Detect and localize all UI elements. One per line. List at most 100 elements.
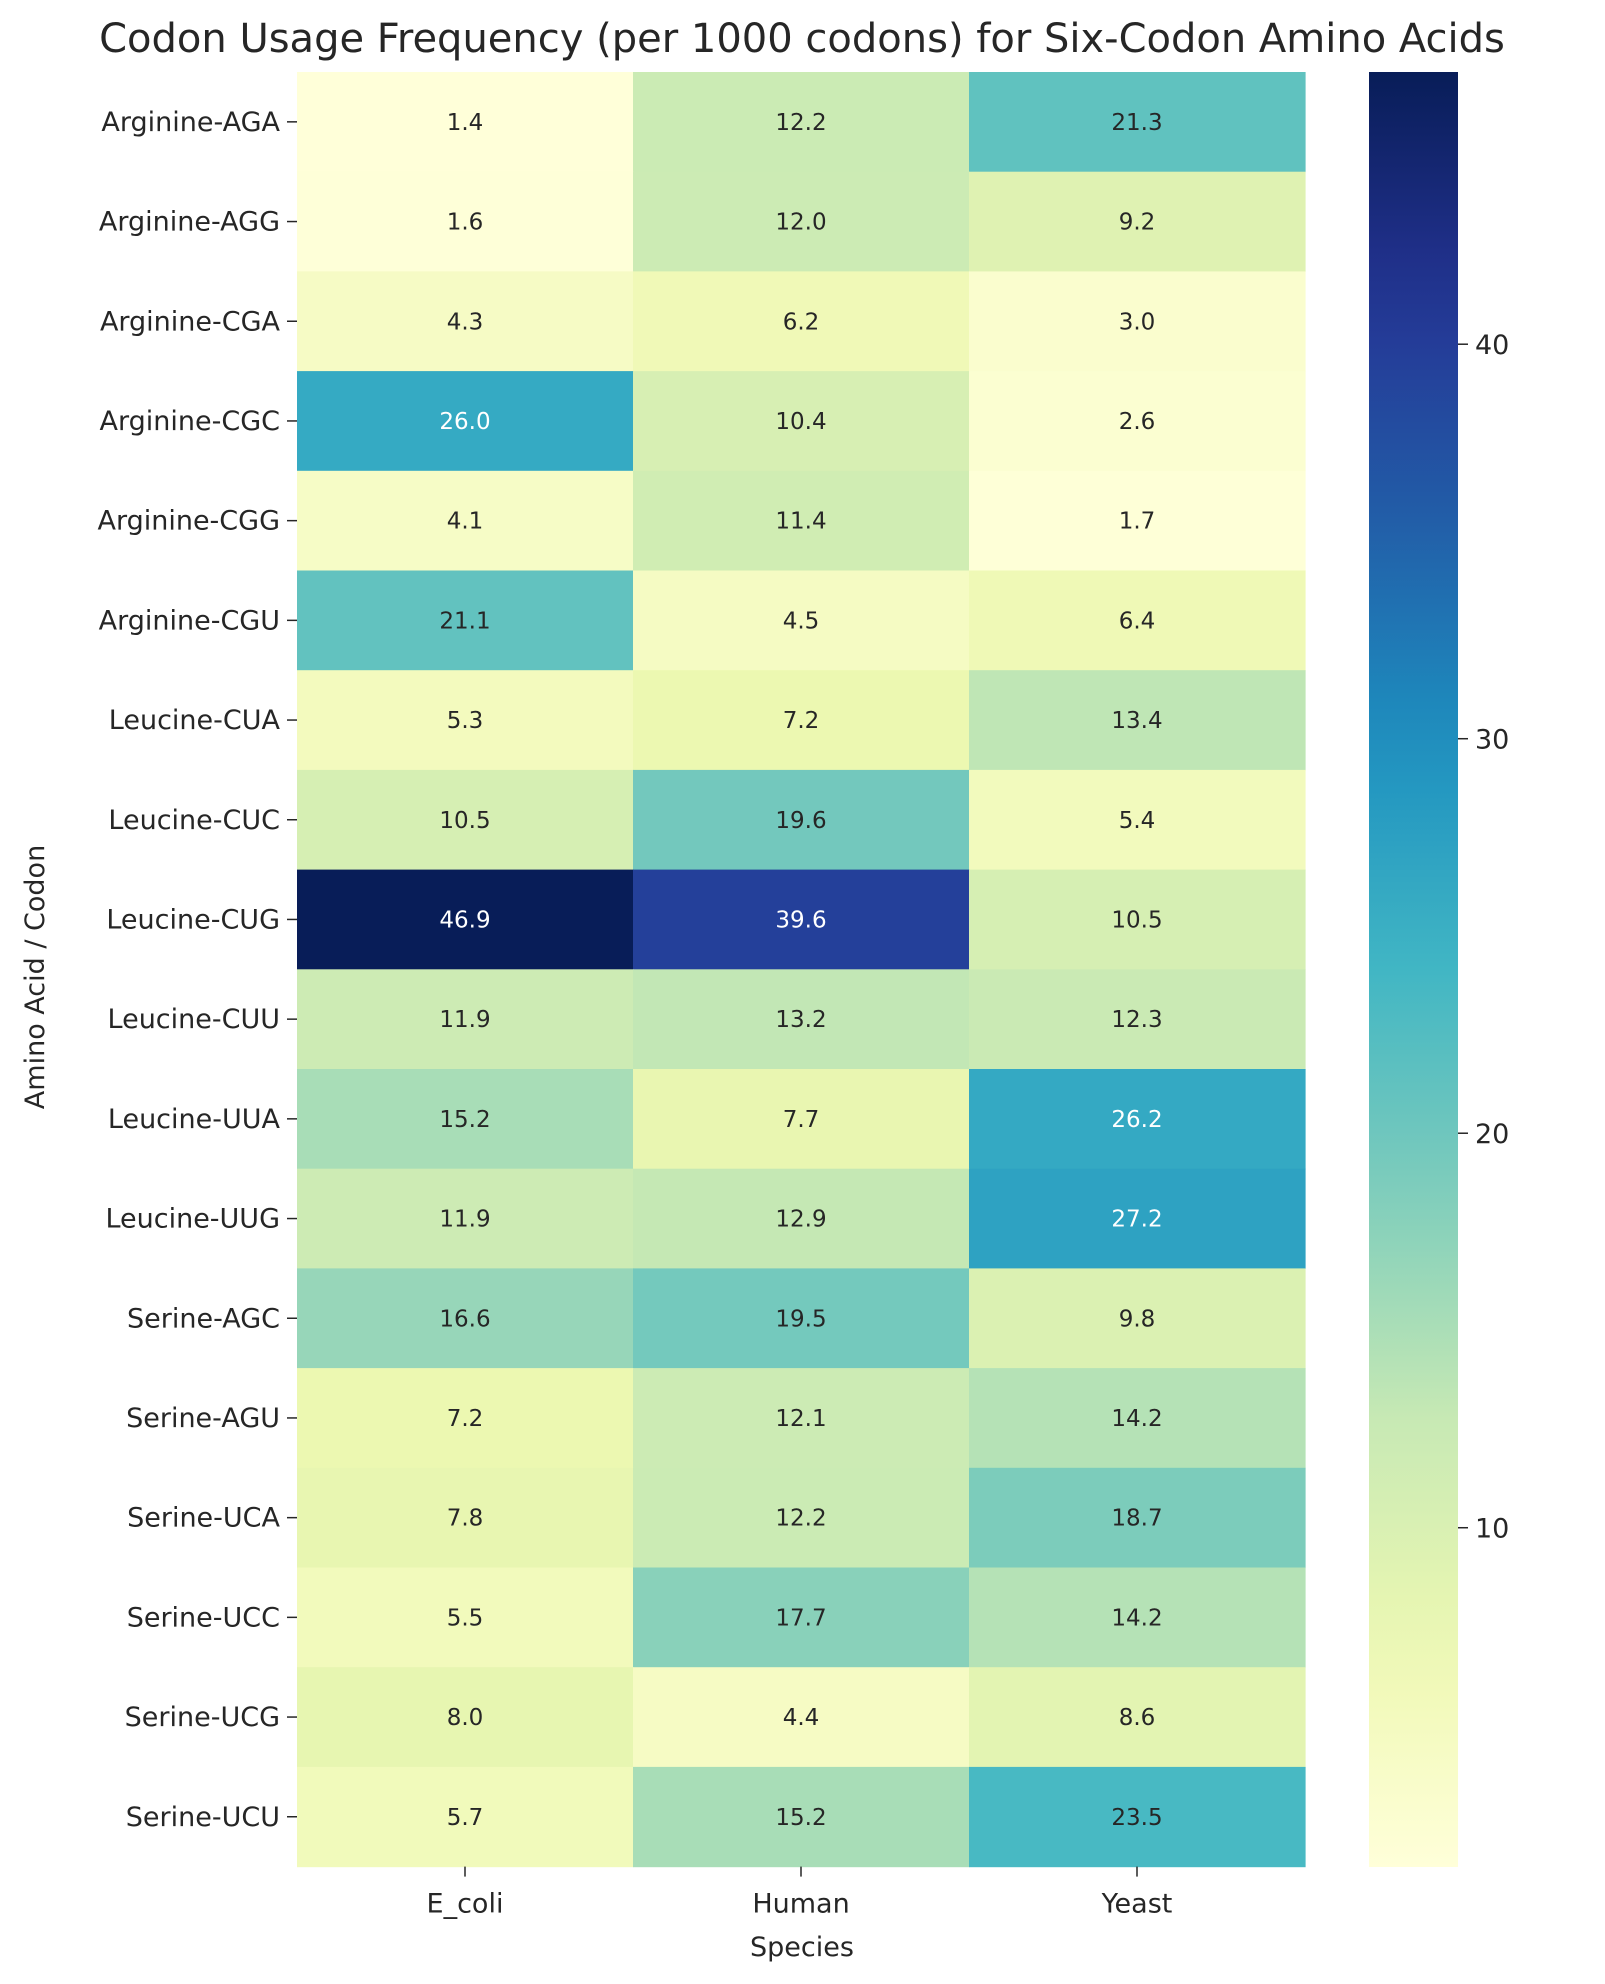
heatmap-cell xyxy=(297,869,634,970)
heatmap-cell xyxy=(969,1069,1306,1170)
x-tick-label: Human xyxy=(752,1889,849,1920)
cell-value-label: 21.3 xyxy=(1111,110,1162,136)
heatmap-cell xyxy=(633,171,970,272)
cell-value-label: 2.6 xyxy=(1119,409,1156,435)
cell-value-label: 4.1 xyxy=(447,509,484,535)
cell-value-label: 18.7 xyxy=(1111,1506,1162,1532)
colorbar-tick-label: 30 xyxy=(1475,725,1509,756)
cell-value-label: 16.6 xyxy=(439,1306,490,1332)
heatmap-cell xyxy=(633,271,970,372)
cell-value-label: 11.9 xyxy=(439,1007,490,1033)
cell-value-label: 5.4 xyxy=(1119,808,1156,834)
heatmap-cell xyxy=(969,371,1306,472)
heatmap-cell xyxy=(297,271,634,372)
cell-value-label: 6.4 xyxy=(1119,608,1156,634)
cell-value-label: 11.9 xyxy=(439,1207,490,1233)
y-tick-label: Leucine-CUG xyxy=(106,904,280,935)
heatmap-cell xyxy=(297,171,634,272)
cell-value-label: 7.2 xyxy=(783,708,820,734)
cell-value-label: 17.7 xyxy=(775,1605,826,1631)
heatmap-cells: 1.4 12.2 21.3 1.6 12.0 9.2 4.3 6.2 3.0 26.0 10.4 2.… xyxy=(297,72,1306,1868)
heatmap-cell xyxy=(633,1168,970,1269)
heatmap-cell xyxy=(969,969,1306,1070)
cell-value-label: 13.2 xyxy=(775,1007,826,1033)
cell-value-label: 12.1 xyxy=(775,1406,826,1432)
y-tick-label: Serine-UCG xyxy=(125,1702,280,1733)
cell-value-label: 14.2 xyxy=(1111,1605,1162,1631)
heatmap-cell xyxy=(297,1368,634,1469)
colorbar: 10 20 30 40 xyxy=(1369,72,1509,1867)
cell-value-label: 3.0 xyxy=(1119,309,1156,335)
heatmap-cell xyxy=(633,1467,970,1569)
y-tick-label: Serine-UCA xyxy=(127,1503,280,1534)
cell-value-label: 4.4 xyxy=(783,1705,820,1731)
y-tick-label: Serine-AGC xyxy=(127,1303,280,1334)
cell-value-label: 12.0 xyxy=(775,210,826,236)
heatmap-cell xyxy=(969,670,1306,771)
heatmap-cell xyxy=(969,1667,1306,1768)
cell-value-label: 15.2 xyxy=(439,1107,490,1133)
heatmap-cell xyxy=(969,1567,1306,1668)
y-tick-label: Arginine-CGA xyxy=(100,306,281,337)
heatmap-cell xyxy=(297,371,634,472)
cell-value-label: 46.9 xyxy=(439,907,490,933)
cell-value-label: 5.7 xyxy=(447,1805,484,1831)
y-tick-label: Serine-UCU xyxy=(126,1802,280,1833)
heatmap-cell xyxy=(297,769,634,871)
heatmap-cell xyxy=(633,1368,970,1469)
cell-value-label: 26.2 xyxy=(1111,1107,1162,1133)
cell-value-label: 9.2 xyxy=(1119,210,1156,236)
cell-value-label: 21.1 xyxy=(439,608,490,634)
heatmap-cell xyxy=(969,1766,1306,1868)
heatmap-cell xyxy=(969,570,1306,671)
heatmap-cell xyxy=(969,1467,1306,1569)
heatmap-cell xyxy=(969,470,1306,572)
heatmap-cell xyxy=(297,1168,634,1269)
heatmap-cell xyxy=(633,1667,970,1768)
heatmap-cell xyxy=(633,1268,970,1369)
cell-value-label: 12.2 xyxy=(775,110,826,136)
y-tick-label: Leucine-CUC xyxy=(108,805,280,836)
y-tick-label: Serine-UCC xyxy=(127,1602,280,1633)
heatmap-cell xyxy=(633,969,970,1070)
cell-value-label: 7.7 xyxy=(783,1107,820,1133)
heatmap-cell xyxy=(633,670,970,771)
cell-value-label: 13.4 xyxy=(1111,708,1162,734)
heatmap-cell xyxy=(297,570,634,671)
cell-value-label: 10.4 xyxy=(775,409,826,435)
cell-value-label: 7.8 xyxy=(447,1506,484,1532)
y-axis-ticks: Arginine-AGA Arginine-AGG Arginine-CGA Argi… xyxy=(97,107,297,1833)
y-tick-label: Leucine-CUA xyxy=(109,705,281,736)
heatmap-cell xyxy=(969,1168,1306,1269)
heatmap-cell xyxy=(297,1667,634,1768)
y-tick-label: Leucine-UUG xyxy=(105,1204,280,1235)
heatmap-cell xyxy=(297,670,634,771)
heatmap-cell xyxy=(633,72,970,173)
cell-value-label: 39.6 xyxy=(775,907,826,933)
colorbar-tick-label: 20 xyxy=(1475,1119,1509,1150)
cell-value-label: 15.2 xyxy=(775,1805,826,1831)
cell-value-label: 4.3 xyxy=(447,309,484,335)
heatmap-cell xyxy=(969,72,1306,173)
cell-value-label: 12.9 xyxy=(775,1207,826,1233)
cell-value-label: 19.5 xyxy=(775,1306,826,1332)
cell-value-label: 14.2 xyxy=(1111,1406,1162,1432)
cell-value-label: 1.4 xyxy=(447,110,484,136)
colorbar-tick-label: 10 xyxy=(1475,1514,1509,1545)
y-tick-label: Arginine-CGC xyxy=(100,406,280,437)
y-tick-label: Leucine-CUU xyxy=(108,1004,280,1035)
cell-value-label: 23.5 xyxy=(1111,1805,1162,1831)
heatmap-cell xyxy=(969,1368,1306,1469)
y-tick-label: Serine-AGU xyxy=(126,1403,280,1434)
heatmap-cell xyxy=(297,470,634,572)
x-axis-label: Species xyxy=(750,1932,854,1963)
cell-value-label: 8.6 xyxy=(1119,1705,1156,1731)
cell-value-label: 6.2 xyxy=(783,309,820,335)
heatmap-cell xyxy=(297,1766,634,1868)
cell-value-label: 7.2 xyxy=(447,1406,484,1432)
heatmap-cell xyxy=(969,769,1306,871)
cell-value-label: 8.0 xyxy=(447,1705,484,1731)
cell-value-label: 26.0 xyxy=(439,409,490,435)
cell-value-label: 27.2 xyxy=(1111,1207,1162,1233)
